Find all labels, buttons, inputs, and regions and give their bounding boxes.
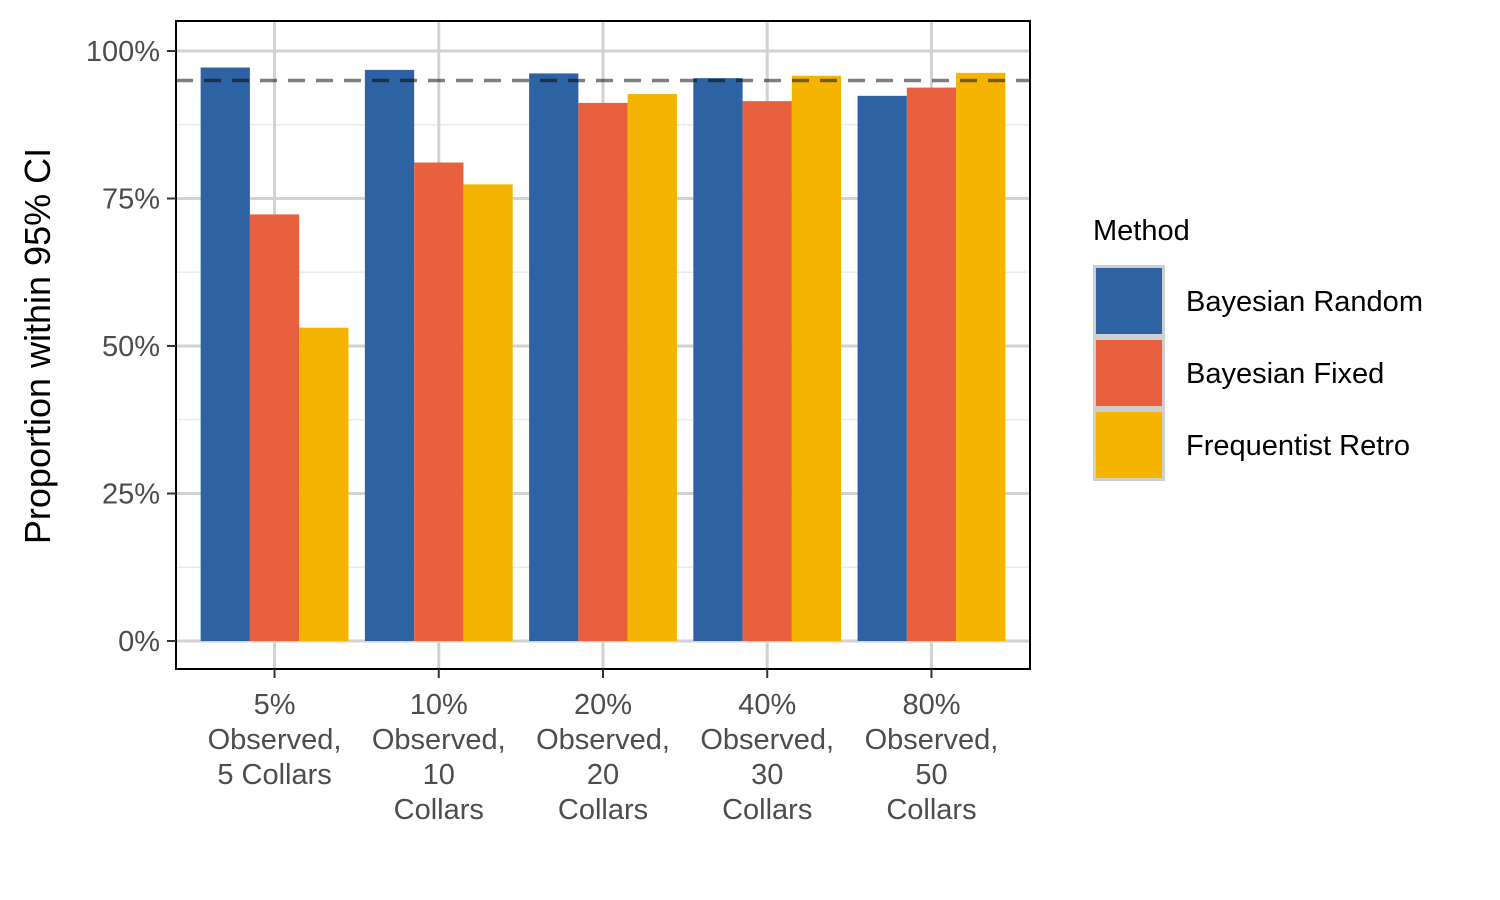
x-tick-label: 10% Observed, 10 Collars (372, 689, 506, 826)
bar-frequentist-retro (791, 75, 842, 641)
legend-label: Frequentist Retro (1186, 430, 1410, 462)
y-tick-label: 25% (102, 479, 160, 511)
legend: Method Bayesian Random Bayesian Fixed Freq… (1093, 215, 1423, 481)
bar-frequentist-retro (463, 184, 513, 641)
bar-bayesian-random (364, 69, 415, 641)
y-tick-label: 0% (118, 626, 160, 658)
legend-swatch (1096, 268, 1162, 334)
bar-bayesian-random (857, 95, 907, 642)
bar-frequentist-retro (299, 327, 349, 641)
bar-bayesian-random (693, 78, 743, 641)
y-axis-title: Proportion within 95% CI (17, 148, 58, 544)
legend-swatch (1096, 340, 1162, 406)
legend-label: Bayesian Fixed (1186, 358, 1384, 390)
y-axis: 0% 25% 50% 75% 100% (86, 36, 176, 658)
x-axis: 5% Observed, 5 Collars 10% Observed, 10 Collar… (208, 669, 999, 826)
y-tick-label: 100% (86, 36, 160, 68)
x-tick-label: 80% Observed, 50 Collars (865, 689, 999, 826)
legend-keys: Bayesian Random Bayesian Fixed Frequentist… (1093, 265, 1423, 481)
legend-swatch (1096, 412, 1162, 478)
x-tick-label: 40% Observed, 30 Collars (700, 689, 834, 826)
x-tick-label: 5% Observed, 5 Collars (208, 689, 342, 791)
bar-bayesian-random (529, 73, 579, 642)
bar-bayesian-fixed (414, 162, 464, 641)
bar-bayesian-fixed (249, 214, 300, 641)
bar-frequentist-retro (956, 72, 1006, 641)
y-tick-label: 75% (102, 184, 160, 216)
bar-bayesian-fixed (906, 87, 957, 641)
x-tick-label: 20% Observed, 20 Collars (536, 689, 670, 826)
bar-bayesian-fixed (578, 102, 628, 642)
plot-panel (175, 20, 1031, 670)
bar-frequentist-retro (627, 94, 677, 641)
bar-bayesian-fixed (742, 101, 792, 641)
legend-label: Bayesian Random (1186, 286, 1423, 318)
legend-title: Method (1093, 215, 1190, 247)
bar-bayesian-random (200, 67, 250, 641)
y-tick-label: 50% (102, 331, 160, 363)
